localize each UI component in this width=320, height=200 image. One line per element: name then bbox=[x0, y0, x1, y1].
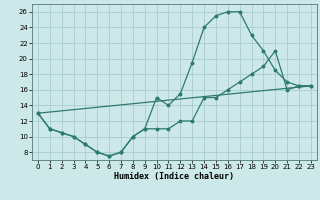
X-axis label: Humidex (Indice chaleur): Humidex (Indice chaleur) bbox=[115, 172, 234, 181]
